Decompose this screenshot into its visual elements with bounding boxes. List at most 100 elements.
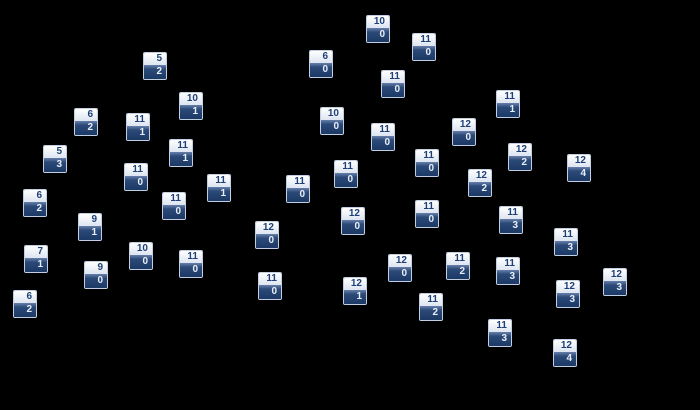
node-top-value: 6 — [310, 51, 332, 63]
node-top-value: 12 — [389, 255, 411, 267]
node-bottom-value: 2 — [24, 202, 46, 216]
node-top-value: 11 — [413, 34, 435, 46]
node-bottom-value: 3 — [497, 270, 519, 284]
node-bottom-value: 2 — [420, 306, 442, 320]
node-top-value: 12 — [344, 278, 366, 290]
value-node[interactable]: 11 0 — [179, 250, 203, 278]
value-node[interactable]: 11 3 — [554, 228, 578, 256]
node-top-value: 11 — [372, 124, 394, 136]
node-bottom-value: 3 — [604, 281, 626, 295]
value-node[interactable]: 12 0 — [341, 207, 365, 235]
node-bottom-value: 0 — [85, 274, 107, 288]
node-top-value: 11 — [497, 258, 519, 270]
node-bottom-value: 0 — [321, 120, 343, 134]
value-node[interactable]: 12 4 — [553, 339, 577, 367]
node-top-value: 12 — [568, 155, 590, 167]
node-bottom-value: 3 — [555, 241, 577, 255]
node-top-value: 12 — [342, 208, 364, 220]
value-node[interactable]: 11 3 — [488, 319, 512, 347]
node-bottom-value: 1 — [79, 226, 101, 240]
value-node[interactable]: 11 0 — [412, 33, 436, 61]
value-node[interactable]: 11 0 — [162, 192, 186, 220]
node-top-value: 10 — [130, 243, 152, 255]
value-node[interactable]: 11 1 — [169, 139, 193, 167]
value-node[interactable]: 10 1 — [179, 92, 203, 120]
value-node[interactable]: 11 3 — [496, 257, 520, 285]
value-node[interactable]: 12 2 — [468, 169, 492, 197]
node-top-value: 6 — [14, 291, 36, 303]
node-top-value: 11 — [555, 229, 577, 241]
node-bottom-value: 0 — [130, 255, 152, 269]
value-node[interactable]: 12 0 — [255, 221, 279, 249]
node-top-value: 11 — [416, 201, 438, 213]
node-bottom-value: 0 — [416, 213, 438, 227]
node-bottom-value: 2 — [75, 121, 97, 135]
node-bottom-value: 2 — [14, 303, 36, 317]
node-top-value: 10 — [367, 16, 389, 28]
node-top-value: 11 — [500, 207, 522, 219]
node-bottom-value: 1 — [344, 290, 366, 304]
value-node[interactable]: 10 0 — [366, 15, 390, 43]
value-node[interactable]: 12 3 — [556, 280, 580, 308]
node-top-value: 11 — [163, 193, 185, 205]
node-top-value: 11 — [416, 150, 438, 162]
value-node[interactable]: 11 0 — [381, 70, 405, 98]
value-node[interactable]: 11 2 — [446, 252, 470, 280]
node-bottom-value: 1 — [497, 103, 519, 117]
node-top-value: 6 — [24, 190, 46, 202]
node-top-value: 10 — [321, 108, 343, 120]
value-node[interactable]: 11 1 — [496, 90, 520, 118]
node-bottom-value: 0 — [389, 267, 411, 281]
node-top-value: 11 — [170, 140, 192, 152]
value-node[interactable]: 12 2 — [508, 143, 532, 171]
value-node[interactable]: 11 0 — [258, 272, 282, 300]
value-node[interactable]: 11 0 — [334, 160, 358, 188]
node-top-value: 12 — [557, 281, 579, 293]
node-bottom-value: 0 — [382, 83, 404, 97]
value-node[interactable]: 12 0 — [388, 254, 412, 282]
node-top-value: 11 — [208, 175, 230, 187]
node-bottom-value: 2 — [509, 156, 531, 170]
value-node[interactable]: 10 0 — [320, 107, 344, 135]
node-top-value: 11 — [382, 71, 404, 83]
node-bottom-value: 0 — [256, 234, 278, 248]
node-top-value: 12 — [604, 269, 626, 281]
value-node[interactable]: 11 0 — [415, 149, 439, 177]
value-node[interactable]: 11 0 — [124, 163, 148, 191]
node-top-value: 12 — [469, 170, 491, 182]
node-bottom-value: 1 — [208, 187, 230, 201]
value-node[interactable]: 12 0 — [452, 118, 476, 146]
value-node[interactable]: 11 0 — [286, 175, 310, 203]
value-node[interactable]: 12 4 — [567, 154, 591, 182]
node-top-value: 12 — [453, 119, 475, 131]
value-node[interactable]: 11 0 — [415, 200, 439, 228]
node-bottom-value: 0 — [163, 205, 185, 219]
node-top-value: 6 — [75, 109, 97, 121]
node-top-value: 11 — [497, 91, 519, 103]
value-node[interactable]: 11 2 — [419, 293, 443, 321]
node-bottom-value: 3 — [500, 219, 522, 233]
node-top-value: 9 — [79, 214, 101, 226]
value-node[interactable]: 10 0 — [129, 242, 153, 270]
node-top-value: 11 — [489, 320, 511, 332]
value-node[interactable]: 12 1 — [343, 277, 367, 305]
node-bottom-value: 0 — [125, 176, 147, 190]
node-bottom-value: 2 — [447, 265, 469, 279]
value-node[interactable]: 12 3 — [603, 268, 627, 296]
value-node[interactable]: 11 1 — [126, 113, 150, 141]
node-bottom-value: 0 — [453, 131, 475, 145]
value-node[interactable]: 11 3 — [499, 206, 523, 234]
node-bottom-value: 0 — [413, 46, 435, 60]
value-node[interactable]: 11 0 — [371, 123, 395, 151]
value-node[interactable]: 11 1 — [207, 174, 231, 202]
